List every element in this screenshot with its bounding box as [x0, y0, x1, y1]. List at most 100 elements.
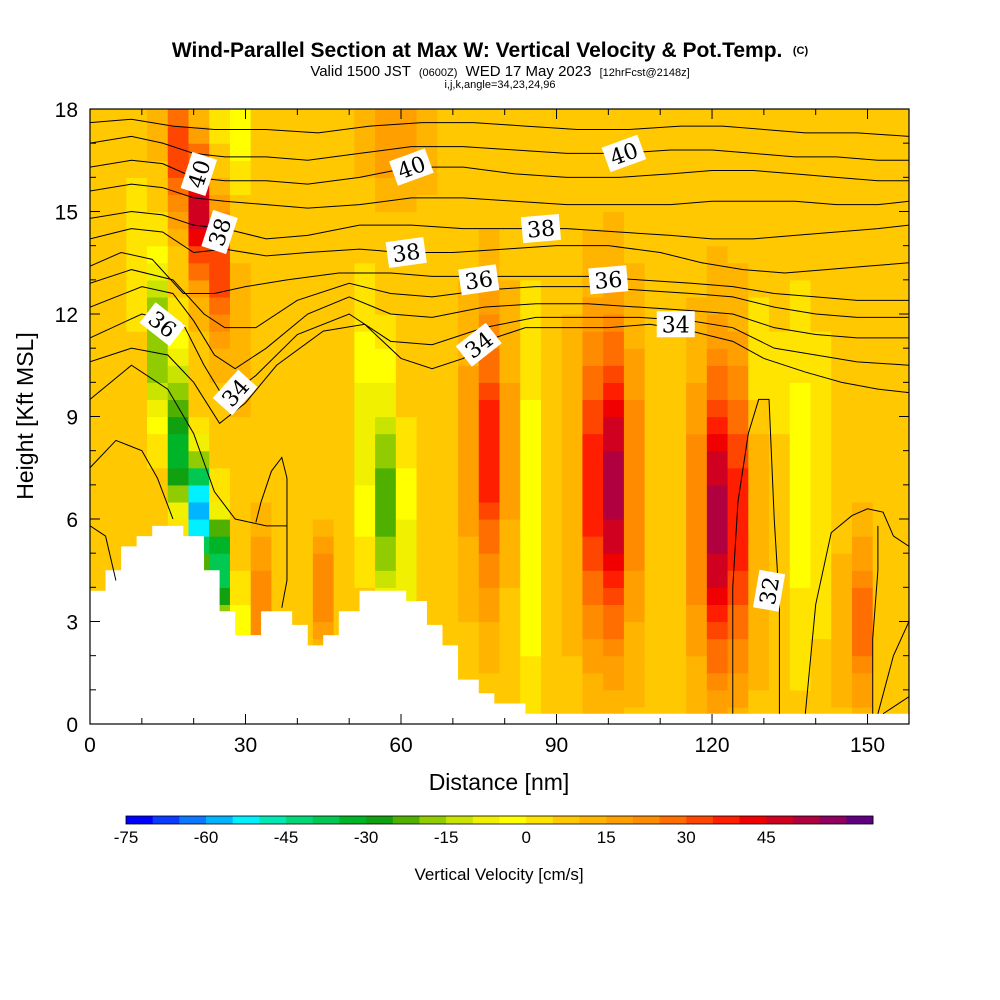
heat-cell [872, 570, 895, 588]
heat-cell [644, 296, 666, 315]
colorbar-swatch [552, 816, 580, 824]
heat-cell [416, 570, 438, 588]
heat-cell [706, 331, 729, 349]
heat-cell [582, 211, 604, 230]
heat-cell [582, 194, 604, 213]
heat-cell [499, 177, 521, 196]
heat-cell [167, 194, 190, 213]
heat-cell [333, 382, 355, 401]
heat-cell [851, 314, 874, 332]
heat-cell [229, 604, 252, 623]
heat-cell [582, 109, 604, 127]
heat-cell [706, 553, 729, 571]
heat-cell [229, 331, 252, 349]
heat-cell [458, 621, 480, 640]
heat-cell [292, 570, 314, 588]
heat-cell [623, 177, 646, 196]
heat-cell [851, 621, 874, 640]
subtitle-valid: Valid 1500 JST [310, 63, 410, 80]
colorbar-swatch [659, 816, 687, 824]
heat-cell [644, 228, 666, 247]
heat-cell [499, 126, 521, 144]
heat-cell [354, 501, 376, 520]
heat-cell [810, 621, 832, 640]
heat-cell [520, 621, 542, 640]
heat-cell [727, 519, 749, 537]
heat-cell [603, 228, 625, 247]
heat-cell [250, 348, 273, 366]
heat-cell [665, 604, 687, 623]
colorbar: -75 -60 -45 -30 -15 0 15 30 45 [114, 815, 874, 847]
heat-cell [831, 570, 853, 588]
heat-cell [188, 245, 210, 264]
heat-cell [333, 109, 355, 127]
heat-cell [147, 126, 169, 144]
heat-cell [769, 365, 791, 383]
heat-cell [90, 126, 107, 144]
heat-cell [271, 416, 293, 435]
heat-cell [893, 433, 909, 452]
heat-cell [706, 467, 729, 486]
heat-cell [789, 638, 812, 657]
heat-cell [520, 245, 542, 264]
heat-cell [831, 194, 853, 213]
heat-cell [748, 501, 770, 520]
heat-cell [561, 467, 584, 486]
heat-cell [893, 519, 909, 537]
heat-cell [748, 416, 770, 435]
heat-cell [603, 109, 625, 127]
heat-cell [872, 484, 895, 503]
heat-cell [375, 194, 397, 213]
heat-cell [665, 570, 687, 588]
heat-cell [90, 194, 107, 213]
heat-cell [851, 126, 874, 144]
heat-cell [188, 501, 210, 520]
heat-cell [271, 177, 293, 196]
heat-cell [105, 450, 127, 469]
heat-cell [292, 245, 314, 264]
heat-cell [872, 365, 895, 383]
heat-cell [561, 621, 584, 640]
heat-cell [520, 536, 542, 554]
heat-cell [727, 126, 749, 144]
heat-cell [582, 484, 604, 503]
heat-cell [167, 109, 190, 127]
heat-cell [271, 570, 293, 588]
heat-cell [354, 126, 376, 144]
heat-cell [147, 143, 169, 161]
heat-cell [561, 194, 584, 213]
heat-cell [582, 672, 604, 691]
heat-cell [312, 433, 335, 452]
heat-cell [851, 450, 874, 469]
heat-cell [665, 126, 687, 144]
heat-cell [789, 621, 812, 640]
heat-cell [851, 638, 874, 657]
heat-cell [872, 638, 895, 657]
heat-cell [520, 348, 542, 366]
heat-cell [561, 382, 584, 401]
heat-cell [354, 262, 376, 281]
heat-cell [603, 399, 625, 418]
heat-cell [893, 450, 909, 469]
heat-cell [561, 689, 584, 708]
heat-cell [126, 160, 148, 178]
heat-cell [416, 587, 438, 606]
x-tick-label: 30 [234, 734, 257, 757]
heat-cell [478, 655, 501, 674]
heat-cell [623, 672, 646, 691]
heat-cell [209, 553, 231, 571]
heat-cell [603, 382, 625, 401]
heat-cell [582, 501, 604, 520]
colorbar-tick-label: -30 [354, 828, 379, 847]
heat-cell [499, 450, 521, 469]
heat-cell [229, 536, 252, 554]
heat-cell [437, 228, 459, 247]
heat-cell [727, 587, 749, 606]
heat-cell [872, 519, 895, 537]
heat-cell [872, 211, 895, 230]
heat-cell [644, 467, 666, 486]
heat-cell [478, 672, 501, 691]
y-tick-label: 0 [66, 714, 78, 737]
heat-cell [520, 689, 542, 708]
subtitle-utc: (0600Z) [419, 67, 458, 79]
